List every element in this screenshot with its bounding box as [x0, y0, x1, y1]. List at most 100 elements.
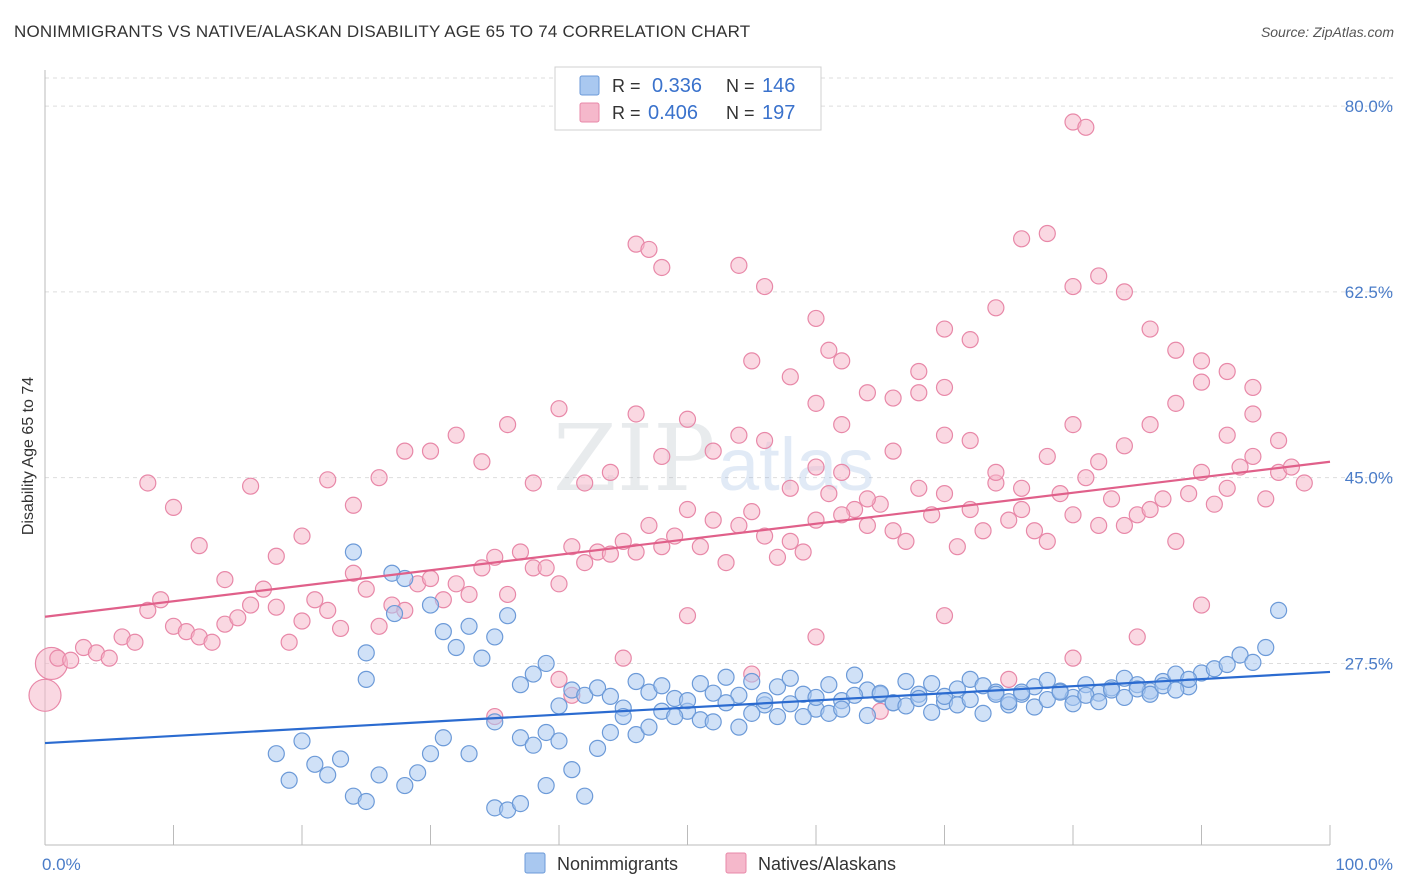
natives-point-77 [1012, 500, 1031, 519]
natives-point-151 [935, 320, 954, 338]
y-tick-labels: 27.5% 45.0% 62.5% 80.0% [1345, 97, 1393, 673]
nonimmigrants-point-127 [1038, 690, 1056, 709]
nonimmigrants-point-74 [293, 732, 311, 750]
nonimmigrants-point-18 [576, 686, 594, 704]
natives-point-187 [550, 670, 568, 688]
nonimmigrants-point-76 [306, 755, 324, 773]
nonimmigrants-point-141 [511, 794, 530, 813]
natives-point-169 [781, 368, 799, 386]
natives-point-51 [678, 500, 697, 519]
nonimmigrants-point-28 [704, 684, 722, 702]
natives-point-117 [627, 405, 645, 423]
natives-point-26 [357, 580, 375, 598]
nonimmigrants-point-98 [666, 707, 684, 726]
natives-point-8 [126, 633, 144, 651]
natives-point-62 [820, 484, 838, 503]
natives-point-54 [717, 554, 735, 572]
natives-point-113 [524, 474, 542, 492]
natives-point-59 [781, 532, 799, 550]
nonimmigrants-point-135 [1141, 685, 1159, 703]
natives-point-67 [884, 522, 902, 540]
natives-point-17 [242, 596, 260, 614]
natives-point-171 [833, 415, 851, 434]
natives-point-161 [1192, 352, 1211, 370]
nonimmigrants-point-45 [923, 675, 941, 693]
nonimmigrants-point-90 [563, 761, 581, 779]
natives-point-24 [331, 619, 350, 638]
chart-title: NONIMMIGRANTS VS NATIVE/ALASKAN DISABILI… [14, 22, 751, 41]
natives-point-25 [344, 564, 362, 582]
natives-point-101 [216, 570, 234, 589]
natives-point-41 [550, 575, 568, 593]
nonimmigrants-point-71 [1257, 638, 1275, 657]
nonimmigrants-point-13 [511, 676, 530, 694]
nonimmigrants-point-84 [460, 745, 478, 763]
natives-point-16 [229, 609, 247, 627]
nonimmigrants-point-33 [768, 678, 787, 696]
natives-point-69 [910, 479, 928, 497]
legend-swatch-nonimmigrants [579, 75, 600, 96]
nonimmigrants-point-2 [385, 604, 404, 623]
y-tick-label-3: 80.0% [1345, 97, 1393, 116]
natives-point-182 [1128, 628, 1146, 646]
natives-point-108 [396, 442, 414, 460]
nonimmigrants-point-72 [1269, 601, 1288, 619]
natives-point-150 [833, 352, 851, 370]
nonimmigrants-point-79 [357, 792, 375, 811]
natives-point-179 [935, 607, 954, 625]
natives-point-68 [897, 532, 915, 550]
nonimmigrants-point-112 [845, 686, 864, 704]
natives-point-104 [293, 527, 311, 545]
natives-point-89 [1167, 532, 1185, 550]
trend-line-natives [44, 460, 1331, 618]
natives-point-135 [1090, 453, 1108, 471]
nonimmigrants-point-5 [357, 644, 375, 662]
nonimmigrants-point-131 [1090, 693, 1108, 711]
natives-point-110 [447, 426, 465, 444]
natives-point-72 [948, 538, 966, 556]
nonimmigrants-point-37 [820, 676, 838, 694]
natives-point-119 [678, 410, 697, 428]
natives-point-105 [319, 471, 337, 489]
nonimmigrants-point-73 [357, 670, 375, 688]
natives-point-156 [1064, 277, 1082, 296]
nonimmigrants-point-39 [845, 666, 864, 684]
natives-point-6 [100, 649, 118, 667]
natives-point-46 [614, 532, 632, 550]
nonimmigrants-point-93 [601, 723, 620, 742]
natives-point-100 [190, 537, 208, 555]
x-tick-labels: 0.0% 100.0% [42, 855, 1393, 874]
bottom-legend-label-natives: Natives/Alaskans [758, 854, 896, 874]
nonimmigrants-point-8 [447, 638, 465, 657]
trend-lines [44, 460, 1331, 745]
nonimmigrants-point-34 [781, 669, 799, 687]
legend-n-value-nonimmigrants: 146 [762, 75, 795, 97]
natives-point-106 [344, 496, 362, 514]
natives-point-130 [961, 431, 979, 450]
natives-point-58 [768, 548, 787, 566]
nonimmigrants-point-137 [1167, 681, 1185, 699]
y-tick-label-2: 62.5% [1345, 283, 1393, 302]
natives-point-79 [1038, 532, 1056, 550]
natives-point-92 [1205, 495, 1223, 513]
natives-point-164 [1269, 431, 1288, 450]
natives-point-122 [755, 431, 774, 450]
nonimmigrants-point-111 [833, 700, 851, 718]
nonimmigrants-point-91 [576, 787, 594, 805]
nonimmigrants-point-106 [768, 707, 787, 726]
natives-point-34 [460, 585, 478, 604]
natives-point-52 [691, 538, 709, 556]
natives-point-109 [421, 442, 440, 460]
nonimmigrants-point-81 [409, 764, 427, 782]
natives-point-166 [1295, 474, 1313, 492]
natives-point-138 [1167, 394, 1185, 412]
nonimmigrants-point-94 [614, 707, 632, 726]
gridlines [45, 77, 1394, 664]
nonimmigrants-point-75 [319, 766, 337, 784]
nonimmigrants-point-70 [1244, 653, 1262, 671]
nonimmigrants-point-83 [434, 729, 452, 747]
nonimmigrants-point-118 [923, 703, 941, 721]
natives-point-99 [164, 498, 183, 516]
natives-point-14 [203, 633, 221, 651]
legend-r-value-natives: 0.406 [648, 102, 698, 124]
